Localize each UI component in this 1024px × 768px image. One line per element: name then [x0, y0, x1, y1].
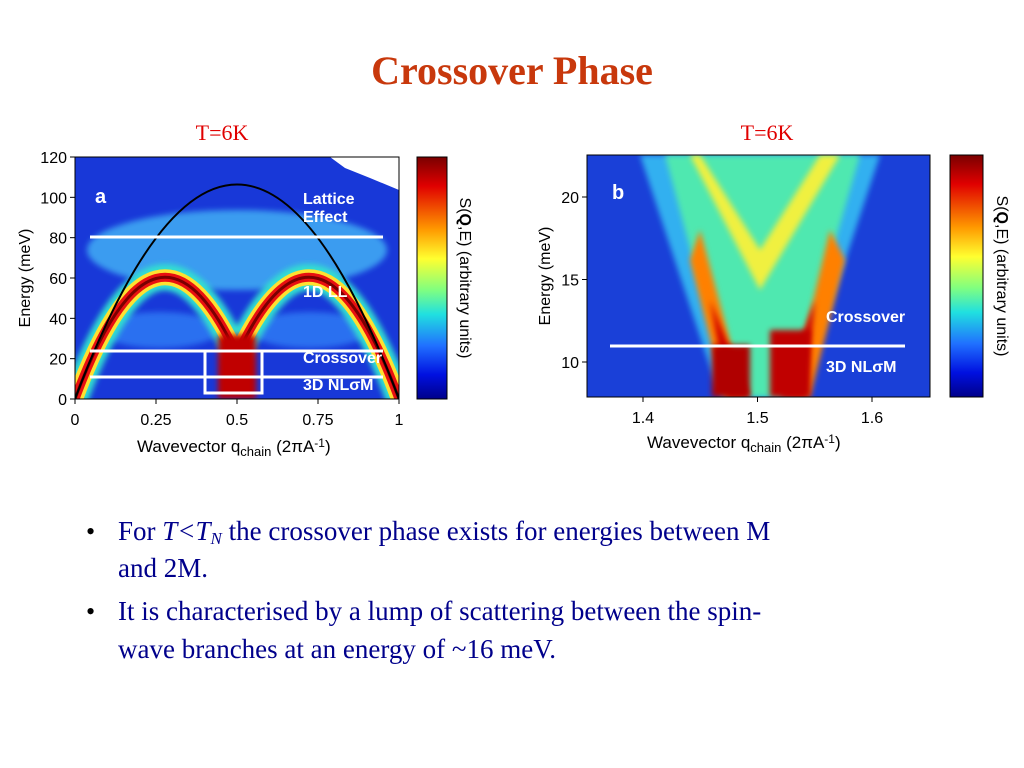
x-axis-label-part: -1: [824, 432, 835, 446]
y-tick-label: 120: [40, 150, 67, 167]
colorbar-label-part: S(: [993, 196, 1010, 213]
x-axis-label-part: ): [835, 433, 841, 452]
panel-letter: b: [612, 182, 624, 204]
annotation: 3D NLσM: [303, 377, 374, 394]
colorbar-a: [416, 156, 448, 400]
bullet-list: • For T<TN the crossover phase exists for…: [86, 516, 770, 664]
x-axis-label-part: (2πA: [781, 433, 825, 452]
annotation: 3D NLσM: [826, 359, 897, 376]
x-axis-label-part: -1: [314, 436, 325, 450]
heatmap-a: [75, 157, 399, 399]
bullet-line: wave branches at an energy of ~16 meV.: [118, 634, 556, 664]
bullet-line: It is characterised by a lump of scatter…: [118, 596, 761, 626]
y-axis-label: Energy (meV): [537, 227, 554, 326]
x-tick-label: 1.5: [746, 410, 768, 427]
colorbar-b: [949, 154, 984, 398]
x-axis-label-part: Wavevector q: [137, 437, 240, 456]
x-axis-label-part: Wavevector q: [647, 433, 750, 452]
panel: T=6K 0 20 40 60 80 100 120 0 0.25 0.5 0.75 1 Energy (…: [17, 120, 473, 459]
colorbar-label: S(Q,E) (arbitrary units): [456, 198, 473, 359]
y-tick-label: 15: [561, 273, 579, 290]
colorbar-label-part: Q: [456, 214, 473, 226]
colorbar-label: S(Q,E) (arbitrary units): [993, 196, 1010, 357]
annotation: Lattice: [303, 191, 355, 208]
colorbar-label-part: Q: [993, 212, 1010, 224]
x-axis-label: Wavevector qchain (2πA-1): [647, 432, 841, 455]
colorbar-label-part: ,E) (arbitrary units): [456, 226, 473, 358]
bullet-text: the crossover phase exists for energies …: [222, 516, 770, 546]
annotation: 1D LL: [303, 284, 348, 301]
x-tick-label: 1.6: [861, 410, 883, 427]
y-axis-label: Energy (meV): [17, 229, 34, 328]
bullet-line: For T<TN the crossover phase exists for …: [118, 516, 770, 548]
x-axis-label-part: ): [325, 437, 331, 456]
slide-title: Crossover Phase: [371, 48, 653, 93]
annotation: Crossover: [826, 309, 905, 326]
y-tick-label: 100: [40, 190, 67, 207]
panel: T=6K 10 15 20 1.4 1.5 1.6 Energy (meV) Wavevecto…: [537, 120, 1010, 455]
annotation: Crossover: [303, 350, 382, 367]
bullet-text: N: [210, 529, 224, 548]
temperature-label: T=6K: [741, 120, 794, 145]
bullet-text: T<T: [162, 516, 212, 546]
heatmap-b: [587, 155, 930, 397]
y-tick-label: 40: [49, 311, 67, 328]
temperature-label: T=6K: [196, 120, 249, 145]
x-tick-label: 1: [395, 412, 404, 429]
frame-b: [586, 154, 931, 398]
x-axis-label-part: chain: [750, 440, 781, 455]
bullet-text: For: [118, 516, 162, 546]
colorbar-label-part: S(: [456, 198, 473, 215]
overlay-lines-a: [90, 235, 383, 395]
x-axis-label-part: (2πA: [271, 437, 315, 456]
annotation: Effect: [303, 209, 348, 226]
bullet-marker: •: [86, 517, 95, 546]
y-tick-label: 20: [49, 352, 67, 369]
x-tick-label: 0.75: [302, 412, 333, 429]
bullet-marker: •: [86, 597, 95, 626]
x-axis-label: Wavevector qchain (2πA-1): [137, 436, 331, 459]
y-tick-label: 60: [49, 271, 67, 288]
colorbar-label-part: ,E) (arbitrary units): [993, 224, 1010, 356]
y-tick-label: 10: [561, 355, 579, 372]
y-tick-label: 80: [49, 231, 67, 248]
y-tick-label: 0: [58, 392, 67, 409]
x-axis-label-part: chain: [240, 444, 271, 459]
x-tick-label: 0: [71, 412, 80, 429]
x-tick-label: 0.5: [226, 412, 248, 429]
bullet-line: and 2M.: [118, 553, 208, 583]
x-tick-label: 1.4: [632, 410, 654, 427]
panel-letter: a: [95, 186, 107, 208]
x-tick-label: 0.25: [140, 412, 171, 429]
y-tick-label: 20: [561, 190, 579, 207]
